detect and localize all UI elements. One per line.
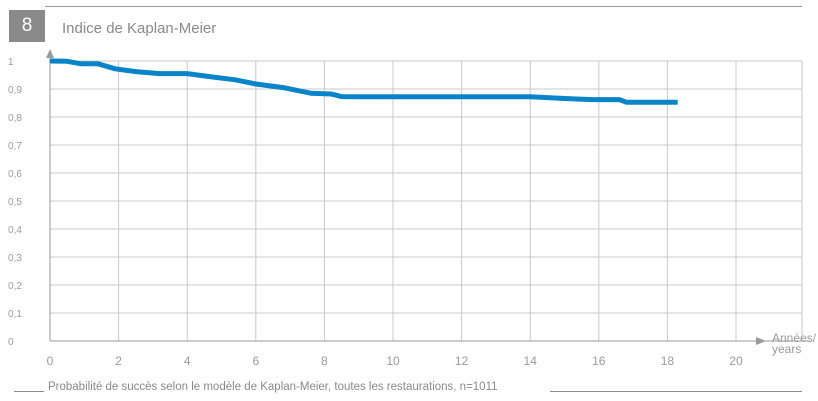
y-tick-label: 0,5	[8, 197, 22, 208]
x-tick-label: 4	[184, 354, 191, 368]
x-tick-label: 0	[47, 354, 54, 368]
x-tick-label: 16	[592, 354, 606, 368]
caption-rule-left	[14, 391, 44, 392]
figure-number: 8	[21, 15, 33, 36]
x-axis-label-line: years	[772, 342, 801, 356]
y-axis-arrow	[46, 49, 54, 58]
figure-title: Indice de Kaplan-Meier	[62, 20, 217, 37]
x-tick-label: 20	[729, 354, 743, 368]
y-tick-label: 0,4	[8, 225, 22, 236]
y-tick-label: 0,3	[8, 253, 22, 264]
x-tick-label: 18	[661, 354, 675, 368]
x-axis-label-text: Années/years	[772, 331, 817, 356]
x-axis-label-line: Années/	[772, 331, 817, 345]
figure-number-badge: 8	[9, 10, 45, 42]
y-tick-label: 0,7	[8, 141, 22, 152]
axes	[46, 49, 810, 345]
series-group	[49, 58, 678, 105]
y-tick-label: 0	[8, 337, 14, 348]
x-tick-label: 14	[524, 354, 538, 368]
x-axis-arrow	[756, 337, 766, 345]
x-tick-label: 10	[386, 354, 400, 368]
y-tick-labels: 0 0,1 0,2 0,3 0,4 0,5 0,6 0,7 0,8 0,9 1	[8, 57, 22, 348]
y-tick-label: 0,2	[8, 281, 22, 292]
y-tick-label: 0,9	[8, 85, 22, 96]
caption-text: Probabilité de succès selon le modèle de…	[48, 381, 498, 393]
x-tick-label: 12	[455, 354, 469, 368]
y-tick-label: 0,8	[8, 113, 22, 124]
top-rule	[45, 6, 802, 7]
survival-curve	[49, 58, 678, 105]
x-axis-label: Années/years	[772, 331, 817, 356]
grid	[50, 60, 803, 341]
x-tick-label: 2	[115, 354, 122, 368]
x-tick-label: 8	[321, 354, 328, 368]
y-tick-label: 1	[8, 57, 14, 68]
caption-rule-right	[550, 391, 802, 392]
y-tick-label: 0,1	[8, 309, 22, 320]
x-tick-label: 6	[252, 354, 259, 368]
caption: Probabilité de succès selon le modèle de…	[14, 381, 802, 395]
x-tick-labels: 0 2 4 6 8 10 12 14 16 18 20	[47, 354, 743, 368]
y-tick-label: 0,6	[8, 169, 22, 180]
